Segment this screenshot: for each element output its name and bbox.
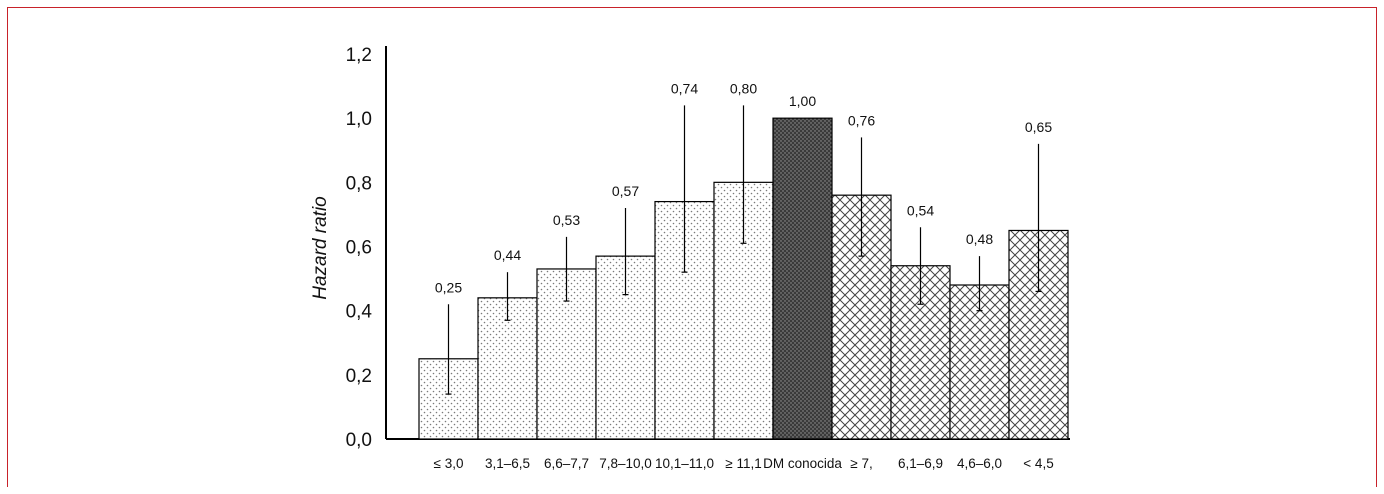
y-tick-label: 0,2 — [346, 366, 372, 387]
data-label: 0,44 — [494, 247, 521, 263]
data-label: 0,25 — [435, 279, 462, 295]
data-label: 0,57 — [612, 183, 639, 199]
x-tick-label: ≤ 3,0 — [434, 456, 464, 471]
data-label: 0,74 — [671, 80, 698, 96]
data-label: 0,65 — [1025, 119, 1052, 135]
x-tick-label: DM conocida — [763, 456, 842, 471]
x-tick-label: 7,8–10,0 — [599, 456, 652, 471]
y-axis-label: Hazard ratio — [310, 196, 331, 300]
data-label: 0,53 — [553, 212, 580, 228]
y-tick-label: 1,2 — [346, 45, 372, 66]
x-tick-label: ≥ 7, — [850, 456, 872, 471]
data-label: 0,54 — [907, 202, 934, 218]
x-tick-label: ≥ 11,1 — [725, 456, 761, 471]
bar — [772, 117, 833, 440]
y-tick-label: 1,0 — [346, 109, 372, 130]
y-tick-label: 0,8 — [346, 173, 372, 194]
x-tick-label: < 4,5 — [1023, 456, 1053, 471]
data-label: 1,00 — [789, 93, 816, 109]
data-label: 0,80 — [730, 80, 757, 96]
x-tick-label: 6,1–6,9 — [898, 456, 943, 471]
x-tick-label: 10,1–11,0 — [655, 456, 714, 471]
y-tick-label: 0,0 — [346, 430, 372, 451]
x-tick-label: 4,6–6,0 — [957, 456, 1002, 471]
y-tick-label: 0,4 — [346, 302, 373, 323]
x-tick-label: 6,6–7,7 — [544, 456, 589, 471]
data-label: 0,48 — [966, 231, 993, 247]
labels: 0,0 0,2 0,4 0,6 0,8 1,0 1,2 0,25 ≤ 3,0 0,44 3,1–6,… — [346, 45, 1054, 471]
x-tick-label: 3,1–6,5 — [485, 456, 530, 471]
y-tick-label: 0,6 — [346, 238, 372, 259]
error-bars — [445, 105, 1042, 395]
data-label: 0,76 — [848, 112, 875, 128]
